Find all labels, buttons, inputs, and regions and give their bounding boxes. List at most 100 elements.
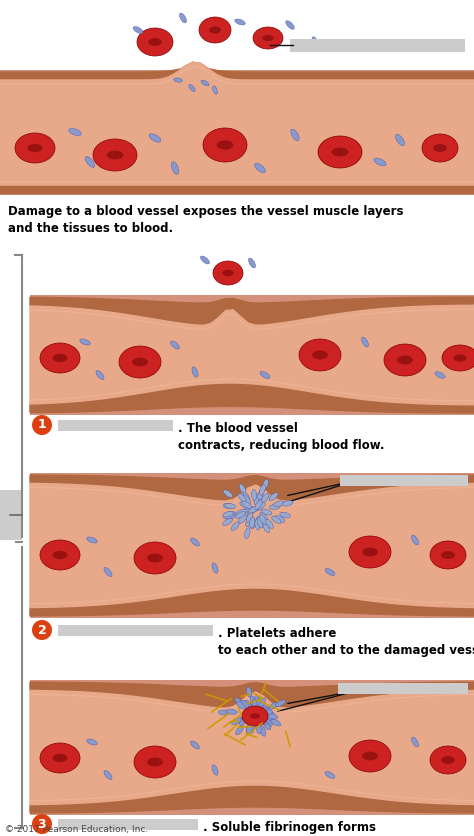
- Ellipse shape: [245, 528, 250, 538]
- Ellipse shape: [318, 136, 362, 168]
- Ellipse shape: [246, 723, 252, 734]
- FancyBboxPatch shape: [338, 682, 468, 694]
- Ellipse shape: [53, 354, 67, 362]
- Ellipse shape: [27, 144, 43, 152]
- Ellipse shape: [282, 501, 293, 506]
- Ellipse shape: [87, 739, 97, 745]
- Ellipse shape: [253, 711, 260, 721]
- Text: Damage to a blood vessel exposes the vessel muscle layers
and the tissues to blo: Damage to a blood vessel exposes the ves…: [8, 205, 403, 235]
- Ellipse shape: [265, 519, 273, 528]
- FancyBboxPatch shape: [0, 490, 22, 540]
- Ellipse shape: [430, 746, 466, 774]
- Ellipse shape: [231, 522, 239, 531]
- Ellipse shape: [253, 27, 283, 49]
- Ellipse shape: [239, 717, 248, 725]
- Ellipse shape: [147, 553, 163, 563]
- Ellipse shape: [223, 503, 234, 508]
- Ellipse shape: [453, 354, 467, 362]
- Ellipse shape: [362, 548, 378, 557]
- Ellipse shape: [256, 723, 261, 734]
- Ellipse shape: [332, 148, 348, 156]
- Ellipse shape: [263, 522, 270, 533]
- Ellipse shape: [171, 341, 180, 349]
- Ellipse shape: [192, 367, 198, 377]
- Ellipse shape: [237, 701, 246, 709]
- Ellipse shape: [223, 518, 232, 526]
- Ellipse shape: [104, 568, 112, 577]
- Ellipse shape: [40, 743, 80, 773]
- Ellipse shape: [244, 495, 251, 504]
- Ellipse shape: [241, 700, 249, 709]
- Ellipse shape: [325, 568, 335, 575]
- Text: 2: 2: [37, 624, 46, 636]
- Polygon shape: [30, 682, 474, 708]
- Ellipse shape: [218, 710, 229, 715]
- Text: . Soluble fibrinogen forms
an insoluble mesh of fibrin, trapping RBCs
and platel: . Soluble fibrinogen forms an insoluble …: [203, 821, 474, 836]
- Text: © 2017 Pearson Education, Inc.: © 2017 Pearson Education, Inc.: [5, 825, 148, 834]
- Ellipse shape: [222, 270, 234, 277]
- Ellipse shape: [422, 134, 458, 162]
- Ellipse shape: [312, 37, 318, 48]
- FancyBboxPatch shape: [30, 473, 474, 618]
- Ellipse shape: [256, 696, 262, 707]
- Ellipse shape: [411, 535, 419, 545]
- Ellipse shape: [411, 737, 419, 747]
- Ellipse shape: [134, 542, 176, 574]
- Ellipse shape: [441, 551, 455, 558]
- Ellipse shape: [245, 700, 252, 710]
- Ellipse shape: [69, 129, 81, 135]
- Ellipse shape: [257, 706, 266, 714]
- Ellipse shape: [246, 722, 252, 733]
- Ellipse shape: [223, 490, 233, 497]
- Ellipse shape: [254, 712, 264, 719]
- Ellipse shape: [226, 513, 236, 520]
- Ellipse shape: [430, 541, 466, 569]
- Ellipse shape: [172, 161, 179, 174]
- Ellipse shape: [252, 699, 257, 710]
- Ellipse shape: [225, 512, 235, 517]
- Ellipse shape: [250, 696, 255, 707]
- Ellipse shape: [255, 519, 260, 530]
- Ellipse shape: [248, 717, 254, 727]
- Polygon shape: [30, 691, 474, 804]
- Ellipse shape: [104, 771, 112, 779]
- Ellipse shape: [325, 772, 335, 778]
- Ellipse shape: [223, 512, 233, 517]
- Polygon shape: [30, 483, 474, 608]
- Ellipse shape: [260, 515, 266, 524]
- Ellipse shape: [180, 13, 186, 23]
- Polygon shape: [30, 475, 474, 501]
- Ellipse shape: [374, 158, 386, 166]
- Ellipse shape: [263, 718, 272, 726]
- Polygon shape: [30, 297, 474, 325]
- Ellipse shape: [362, 337, 368, 347]
- Ellipse shape: [397, 355, 413, 364]
- Ellipse shape: [238, 515, 247, 523]
- Ellipse shape: [253, 505, 263, 512]
- Ellipse shape: [257, 517, 263, 528]
- Ellipse shape: [263, 711, 274, 716]
- Ellipse shape: [258, 489, 264, 500]
- Ellipse shape: [259, 716, 267, 725]
- Ellipse shape: [246, 686, 252, 697]
- Ellipse shape: [254, 696, 259, 706]
- FancyBboxPatch shape: [58, 624, 213, 635]
- Ellipse shape: [254, 494, 259, 505]
- Ellipse shape: [250, 713, 260, 719]
- Ellipse shape: [249, 722, 255, 733]
- Ellipse shape: [236, 726, 244, 735]
- Ellipse shape: [269, 504, 280, 509]
- Ellipse shape: [263, 721, 271, 730]
- Ellipse shape: [191, 741, 200, 749]
- Ellipse shape: [435, 372, 445, 378]
- Ellipse shape: [275, 516, 285, 522]
- Ellipse shape: [242, 706, 268, 726]
- Ellipse shape: [87, 537, 97, 543]
- Ellipse shape: [149, 134, 161, 142]
- Ellipse shape: [93, 139, 137, 171]
- Ellipse shape: [384, 344, 426, 376]
- Ellipse shape: [134, 746, 176, 778]
- Ellipse shape: [395, 135, 404, 145]
- Ellipse shape: [235, 698, 244, 706]
- Ellipse shape: [209, 27, 221, 33]
